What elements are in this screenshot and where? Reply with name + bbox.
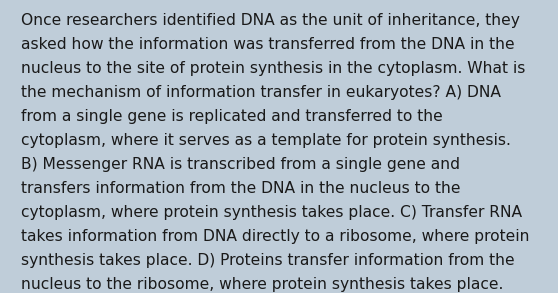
Text: takes information from DNA directly to a ribosome, where protein: takes information from DNA directly to a… bbox=[21, 229, 530, 244]
Text: cytoplasm, where protein synthesis takes place. C) Transfer RNA: cytoplasm, where protein synthesis takes… bbox=[21, 205, 522, 220]
Text: asked how the information was transferred from the DNA in the: asked how the information was transferre… bbox=[21, 37, 515, 52]
Text: from a single gene is replicated and transferred to the: from a single gene is replicated and tra… bbox=[21, 109, 443, 124]
Text: B) Messenger RNA is transcribed from a single gene and: B) Messenger RNA is transcribed from a s… bbox=[21, 157, 460, 172]
Text: synthesis takes place. D) Proteins transfer information from the: synthesis takes place. D) Proteins trans… bbox=[21, 253, 515, 268]
Text: transfers information from the DNA in the nucleus to the: transfers information from the DNA in th… bbox=[21, 181, 461, 196]
Text: nucleus to the site of protein synthesis in the cytoplasm. What is: nucleus to the site of protein synthesis… bbox=[21, 61, 526, 76]
Text: cytoplasm, where it serves as a template for protein synthesis.: cytoplasm, where it serves as a template… bbox=[21, 133, 511, 148]
Text: nucleus to the ribosome, where protein synthesis takes place.: nucleus to the ribosome, where protein s… bbox=[21, 277, 503, 292]
Text: the mechanism of information transfer in eukaryotes? A) DNA: the mechanism of information transfer in… bbox=[21, 85, 501, 100]
Text: Once researchers identified DNA as the unit of inheritance, they: Once researchers identified DNA as the u… bbox=[21, 13, 520, 28]
